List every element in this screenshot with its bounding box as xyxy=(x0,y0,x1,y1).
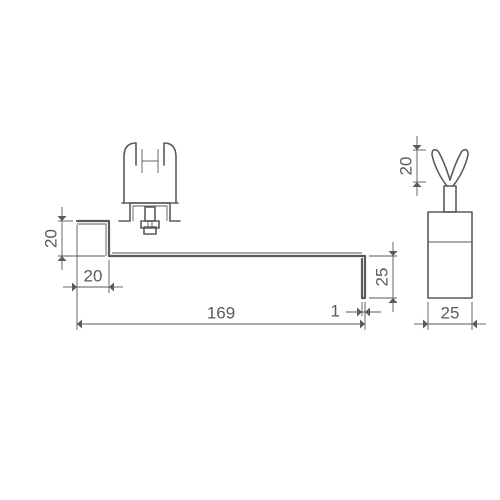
dimension-line xyxy=(357,308,362,317)
dimension-line xyxy=(77,320,82,329)
part-outline xyxy=(444,186,456,212)
profile-outline xyxy=(77,221,365,298)
dimension-label: 25 xyxy=(372,268,391,287)
dimension-label: 20 xyxy=(41,229,60,248)
dimension-line xyxy=(365,308,370,317)
dimension-label: 20 xyxy=(84,266,103,285)
part-outline xyxy=(124,143,176,203)
dimension-label: 25 xyxy=(441,303,460,322)
part-outline xyxy=(428,212,472,298)
dimension-label: 20 xyxy=(396,157,415,176)
part-outline xyxy=(145,207,155,221)
dimension-label: 1 xyxy=(331,301,340,320)
part-outline xyxy=(450,150,468,186)
dimension-label: 169 xyxy=(207,303,235,322)
dimension-line xyxy=(360,320,365,329)
dimension-line xyxy=(133,206,167,221)
dimension-line xyxy=(77,224,106,256)
part-outline xyxy=(432,150,450,186)
